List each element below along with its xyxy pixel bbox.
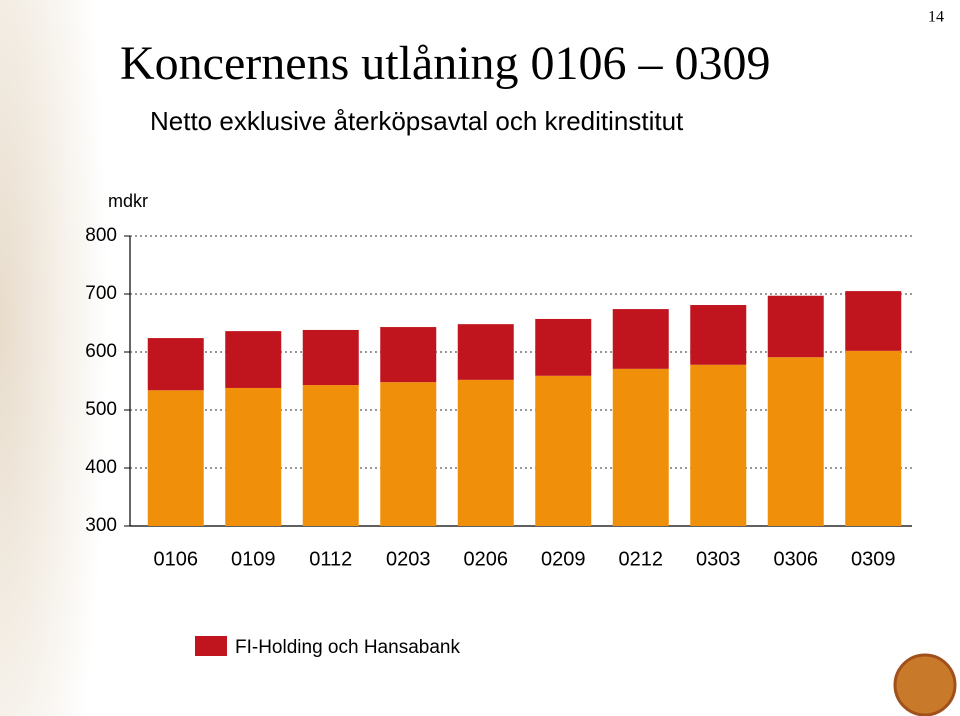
- chart-subtitle: Netto exklusive återköpsavtal och kredit…: [150, 106, 684, 136]
- bar-segment: [690, 364, 747, 526]
- bar-segment: [457, 379, 514, 526]
- x-tick-label: 0309: [851, 548, 896, 570]
- bar-segment: [302, 329, 359, 386]
- bar-segment: [380, 327, 437, 383]
- bar-segment: [612, 309, 669, 369]
- y-tick-label: 500: [85, 399, 117, 420]
- x-tick-label: 0112: [309, 548, 352, 570]
- x-tick-label: 0306: [774, 548, 819, 570]
- bar-segment: [302, 385, 359, 526]
- y-axis-label: mdkr: [108, 191, 148, 211]
- x-tick-label: 0106: [154, 548, 199, 570]
- bar-segment: [845, 350, 902, 526]
- bar-segment: [380, 382, 437, 526]
- bar-segment: [535, 375, 592, 526]
- bar-segment: [767, 295, 824, 358]
- x-tick-label: 0203: [386, 548, 431, 570]
- bar-segment: [612, 368, 669, 526]
- bar-segment: [457, 324, 514, 380]
- bar-segment: [767, 357, 824, 526]
- legend-swatch: [195, 636, 227, 656]
- y-tick-label: 800: [85, 225, 117, 246]
- bar-segment: [147, 390, 204, 526]
- watermark: [0, 0, 120, 716]
- logo: [893, 653, 957, 716]
- bar-segment: [690, 305, 747, 365]
- x-tick-label: 0206: [464, 548, 509, 570]
- bar-segment: [225, 387, 282, 526]
- x-tick-label: 0212: [619, 548, 664, 570]
- x-tick-label: 0109: [231, 548, 276, 570]
- y-tick-label: 700: [85, 283, 117, 304]
- page-number: 14: [928, 9, 944, 26]
- legend-label: FI-Holding och Hansabank: [235, 637, 460, 658]
- chart-title: Koncernens utlåning 0106 – 0309: [120, 37, 771, 90]
- y-tick-label: 400: [85, 457, 117, 478]
- x-tick-label: 0303: [696, 548, 741, 570]
- bar-segment: [845, 291, 902, 351]
- bar-segment: [535, 318, 592, 376]
- y-tick-label: 600: [85, 341, 117, 362]
- bar-segment: [147, 338, 204, 391]
- bar-segment: [225, 331, 282, 388]
- y-tick-label: 300: [85, 515, 117, 536]
- x-tick-label: 0209: [541, 548, 586, 570]
